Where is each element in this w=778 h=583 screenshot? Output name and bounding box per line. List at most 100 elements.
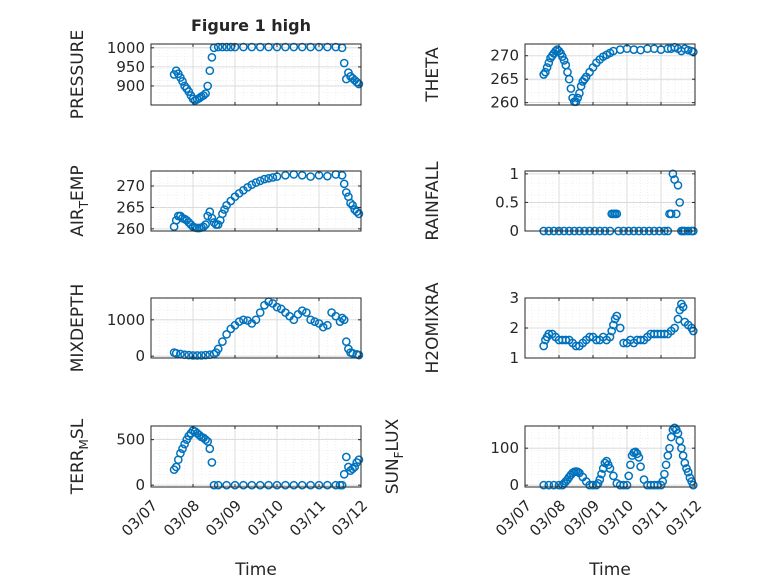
- data-points: [169, 426, 364, 490]
- data-point: [205, 444, 215, 454]
- data-point: [571, 341, 581, 351]
- y-axis-label-main: TERR: [68, 449, 88, 495]
- y-tick-label: 1: [509, 165, 519, 183]
- y-tick-label: 900: [116, 77, 145, 95]
- data-point: [609, 320, 618, 330]
- data-point: [178, 444, 187, 454]
- data-point: [251, 315, 261, 325]
- data-point: [670, 323, 679, 333]
- data-point: [341, 452, 351, 462]
- data-point: [318, 322, 328, 332]
- data-point: [607, 326, 617, 336]
- data-point: [201, 220, 210, 229]
- data-point: [306, 172, 315, 181]
- data-point: [539, 341, 549, 351]
- y-tick-label: 260: [116, 220, 145, 238]
- subplot-5: 0 1000 MIXDEPTH: [68, 284, 364, 372]
- data-point: [615, 323, 625, 333]
- data-point: [302, 308, 311, 317]
- y-axis-label: H2OMIXRA: [423, 282, 443, 373]
- data-point: [354, 455, 364, 465]
- data-point: [661, 460, 671, 470]
- subplot-3: 260 265 270 AIRTEMP: [68, 165, 364, 238]
- data-point: [207, 458, 217, 467]
- data-point: [297, 42, 307, 52]
- subplot-2: 260 265 270 THETA: [423, 42, 698, 112]
- data-point: [289, 42, 299, 52]
- data-point: [544, 58, 554, 68]
- data-point: [339, 179, 349, 189]
- y-axis-label-rest: SL: [68, 418, 88, 439]
- data-point: [566, 84, 576, 93]
- y-tick-label: 100: [490, 439, 519, 457]
- data-point: [264, 480, 273, 490]
- data-point: [339, 58, 349, 68]
- data-point: [297, 480, 307, 490]
- data-point: [561, 335, 571, 345]
- y-axis-label-main: RAINFALL: [423, 161, 443, 241]
- data-point: [306, 480, 315, 490]
- y-tick-label: 0: [509, 476, 519, 494]
- data-point: [205, 66, 215, 76]
- data-point: [197, 351, 206, 360]
- data-points: [539, 42, 698, 107]
- data-point: [222, 330, 231, 339]
- data-point: [673, 314, 683, 324]
- data-point: [199, 222, 208, 232]
- data-point: [230, 480, 240, 490]
- y-tick-label: 0: [135, 476, 145, 494]
- y-axis-label-main: PRESSURE: [68, 30, 88, 119]
- y-axis-label: SUNFLUX: [383, 418, 406, 494]
- data-point: [683, 467, 693, 477]
- y-tick-label: 1: [509, 349, 519, 367]
- data-point: [207, 213, 217, 223]
- data-point: [213, 220, 223, 229]
- data-point: [289, 315, 299, 325]
- y-axis-label-main: THETA: [423, 47, 443, 103]
- axes-box: [150, 297, 362, 359]
- data-point: [213, 344, 223, 354]
- axes-box: [150, 425, 362, 488]
- data-point: [220, 205, 229, 214]
- data-point: [605, 332, 615, 342]
- data-points: [539, 299, 698, 351]
- data-point: [255, 176, 265, 186]
- data-point: [255, 42, 265, 52]
- data-point: [281, 480, 290, 490]
- data-point: [660, 469, 669, 479]
- y-tick-label: 0: [135, 347, 145, 365]
- data-point: [660, 329, 669, 339]
- y-axis-label-rest: LUX: [383, 418, 403, 451]
- y-tick-label: 1000: [107, 39, 145, 57]
- y-tick-label: 0: [509, 222, 519, 240]
- data-point: [192, 351, 202, 360]
- x-axis-label: Time: [588, 560, 631, 580]
- y-tick-label: 260: [490, 94, 519, 112]
- y-tick-label: 270: [116, 177, 145, 195]
- axes-box: [150, 170, 362, 232]
- data-point: [171, 348, 181, 358]
- data-point: [354, 79, 364, 89]
- data-point: [260, 174, 269, 184]
- data-point: [297, 306, 307, 316]
- data-point: [585, 332, 594, 342]
- data-point: [564, 74, 574, 84]
- data-point: [281, 42, 290, 52]
- data-point: [605, 464, 615, 473]
- y-axis-label-main: AIR: [68, 208, 88, 237]
- y-axis-label-main: H2OMIXRA: [423, 282, 443, 373]
- data-point: [544, 480, 554, 490]
- axes-box: [150, 43, 362, 106]
- data-point: [268, 173, 278, 182]
- data-point: [314, 42, 324, 52]
- data-point: [323, 42, 332, 52]
- y-axis-label-subscript: M: [77, 439, 91, 449]
- axes-box: [524, 170, 696, 232]
- data-point: [678, 302, 688, 312]
- data-point: [626, 460, 635, 470]
- data-points: [169, 42, 364, 105]
- data-point: [592, 335, 601, 345]
- y-tick-label: 2: [509, 319, 519, 337]
